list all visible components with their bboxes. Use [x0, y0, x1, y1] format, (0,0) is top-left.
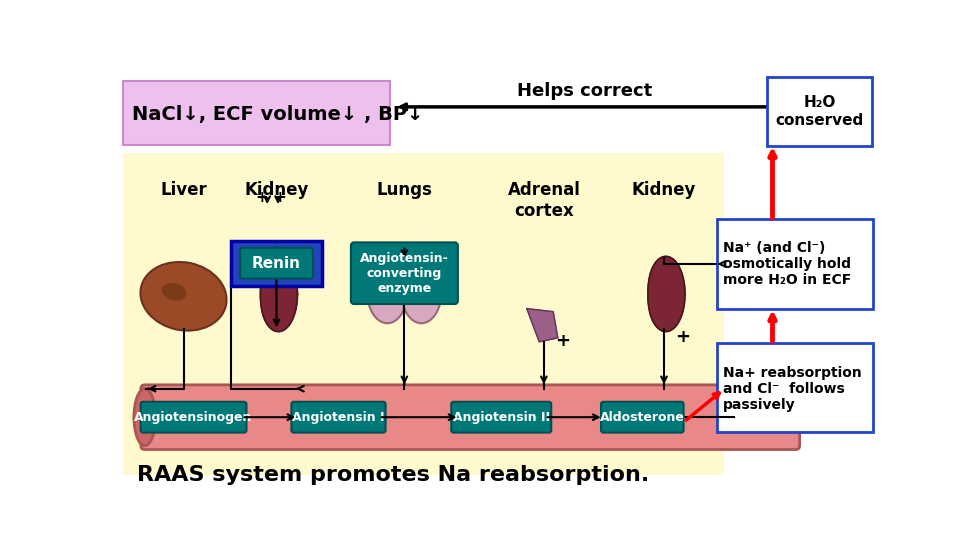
FancyBboxPatch shape — [451, 402, 551, 433]
Text: Renin: Renin — [252, 256, 301, 271]
Ellipse shape — [141, 262, 226, 331]
FancyBboxPatch shape — [240, 248, 313, 278]
Text: Angiotensin II: Angiotensin II — [453, 411, 550, 424]
Ellipse shape — [162, 283, 187, 300]
Ellipse shape — [134, 389, 156, 446]
FancyBboxPatch shape — [716, 219, 873, 309]
Text: Adrenal
cortex: Adrenal cortex — [507, 181, 580, 219]
Text: Angiotensin-
converting
enzyme: Angiotensin- converting enzyme — [360, 252, 449, 295]
Polygon shape — [648, 256, 685, 331]
Text: H₂O
conserved: H₂O conserved — [776, 95, 864, 128]
Ellipse shape — [401, 260, 441, 323]
Text: +: + — [675, 329, 690, 346]
FancyBboxPatch shape — [351, 242, 458, 304]
Text: Kidney: Kidney — [244, 181, 309, 199]
Text: RAAS system promotes Na reabsorption.: RAAS system promotes Na reabsorption. — [137, 465, 649, 485]
FancyBboxPatch shape — [141, 402, 247, 433]
FancyBboxPatch shape — [601, 402, 683, 433]
Text: NaCl↓, ECF volume↓ , BP↓: NaCl↓, ECF volume↓ , BP↓ — [132, 105, 424, 124]
FancyBboxPatch shape — [123, 81, 391, 145]
Polygon shape — [527, 309, 558, 342]
Text: +: + — [555, 331, 570, 350]
Ellipse shape — [367, 260, 407, 323]
FancyBboxPatch shape — [141, 385, 800, 449]
FancyBboxPatch shape — [716, 343, 873, 432]
Text: + +: + + — [257, 190, 287, 205]
FancyBboxPatch shape — [123, 153, 724, 475]
Text: Helps correct: Helps correct — [517, 82, 652, 100]
Text: Liver: Liver — [160, 181, 207, 199]
FancyBboxPatch shape — [767, 77, 873, 146]
FancyBboxPatch shape — [292, 402, 386, 433]
FancyBboxPatch shape — [230, 241, 323, 286]
Text: Aldosterone: Aldosterone — [600, 411, 684, 424]
Text: Lungs: Lungs — [376, 181, 433, 199]
Text: Na+ reabsorption
and Cl⁻  follows
passively: Na+ reabsorption and Cl⁻ follows passive… — [723, 365, 861, 412]
Text: Na⁺ (and Cl⁻)
osmotically hold
more H₂O in ECF: Na⁺ (and Cl⁻) osmotically hold more H₂O … — [723, 241, 851, 287]
Text: Angiotensinogen: Angiotensinogen — [134, 411, 253, 424]
Text: Angiotensin I: Angiotensin I — [293, 411, 385, 424]
Text: Kidney: Kidney — [632, 181, 696, 199]
Polygon shape — [260, 256, 297, 331]
